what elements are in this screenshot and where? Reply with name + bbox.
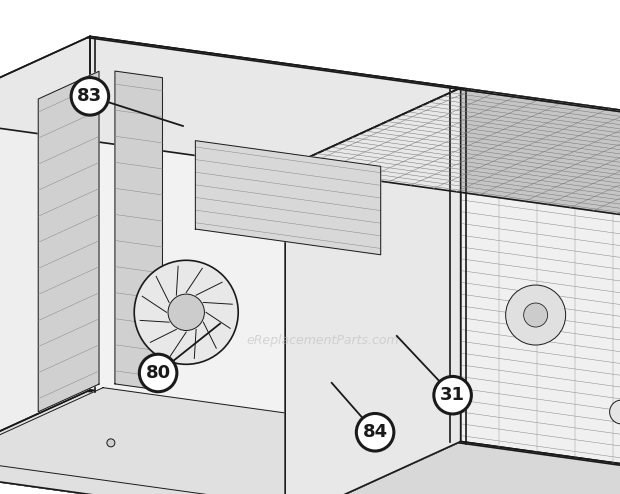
Text: 84: 84 <box>363 423 388 441</box>
Polygon shape <box>99 428 146 456</box>
Polygon shape <box>0 388 434 494</box>
Polygon shape <box>90 390 620 494</box>
Polygon shape <box>90 37 461 442</box>
Text: 80: 80 <box>146 364 170 382</box>
Circle shape <box>140 354 177 392</box>
Polygon shape <box>285 442 620 494</box>
Ellipse shape <box>134 260 238 364</box>
Circle shape <box>434 376 471 414</box>
Polygon shape <box>285 88 461 494</box>
Polygon shape <box>0 37 90 470</box>
Polygon shape <box>195 141 381 255</box>
Polygon shape <box>115 71 162 390</box>
Circle shape <box>356 413 394 451</box>
Polygon shape <box>0 390 620 494</box>
Circle shape <box>71 78 108 115</box>
Text: 83: 83 <box>78 87 102 105</box>
Circle shape <box>107 439 115 447</box>
Polygon shape <box>0 390 461 494</box>
Polygon shape <box>285 88 620 215</box>
Ellipse shape <box>168 294 205 330</box>
Polygon shape <box>0 37 461 168</box>
Ellipse shape <box>524 303 547 327</box>
Polygon shape <box>0 117 285 494</box>
Ellipse shape <box>199 290 227 310</box>
Ellipse shape <box>506 285 565 345</box>
Text: 31: 31 <box>440 386 465 404</box>
Text: eReplacementParts.com: eReplacementParts.com <box>247 334 399 347</box>
Polygon shape <box>285 168 620 494</box>
Polygon shape <box>38 71 99 412</box>
Polygon shape <box>461 88 620 489</box>
Ellipse shape <box>609 400 620 424</box>
